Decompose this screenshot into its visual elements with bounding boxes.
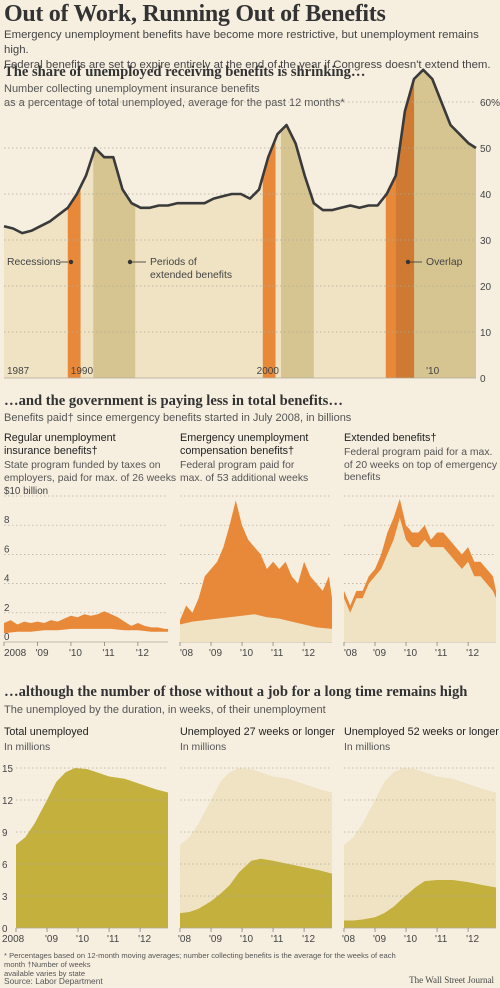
credit-line: The Wall Street Journal (409, 975, 494, 985)
unemployed-27wk-area (180, 858, 332, 928)
x-tick-label: '09 (35, 648, 48, 659)
x-tick-label: '10 (76, 934, 89, 945)
extended-benefits-title: Extended benefits† (344, 432, 437, 444)
legend-extended-dot (127, 259, 133, 265)
x-tick-label: '09 (373, 934, 386, 945)
legend-overlap-dot (405, 259, 411, 265)
x-tick-label: '10 (426, 366, 439, 377)
x-tick-label: '08 (178, 934, 191, 945)
y-tick-label: 6 (4, 544, 10, 555)
x-tick-label: '10 (69, 648, 82, 659)
x-tick-label: '08 (344, 648, 357, 659)
y-tick-label: 30 (480, 236, 492, 247)
y-tick-label: 9 (2, 828, 7, 839)
x-tick-label: '12 (302, 648, 315, 659)
unemployed-52wk-area (344, 880, 496, 928)
page-title: Out of Work, Running Out of Benefits (4, 1, 386, 27)
x-tick-label: '11 (271, 934, 284, 945)
x-tick-label: 2000 (257, 366, 280, 377)
x-tick-label: '11 (102, 648, 115, 659)
section1-subtitle: Number collecting unemployment insurance… (4, 83, 345, 109)
legend-extended-label-line2: extended benefits (150, 270, 232, 281)
x-tick-label: '10 (240, 648, 253, 659)
legend-recessions: Recessions (7, 257, 61, 268)
x-tick-label: '11 (435, 648, 448, 659)
x-tick-label: '10 (240, 934, 253, 945)
unemployed-27wk-desc: In millions (180, 742, 227, 753)
page-dek: Emergency unemployment benefits have bec… (4, 29, 491, 71)
duration-charts: 0 3 6 9 12 15 2008 '09 '10 '11 '12 '08 '09 '10 '11 '12 '… (2, 764, 496, 945)
extended-benefits-desc: Federal program paid for a max. of 20 we… (344, 447, 498, 484)
total-unemployed-desc: In millions (4, 742, 51, 753)
y-tick-label: 0 (4, 632, 10, 643)
y-tick-label: 12 (2, 796, 13, 807)
benefit-share-chart: 0 10 20 30 40 50 60% 1987 1990 2000 '10 Recessions P… (3, 68, 500, 385)
legend-extended-label-line1: Periods of (150, 257, 197, 268)
section3-subtitle: The unemployed by the duration, in weeks… (4, 704, 326, 716)
y-tick-label: 50 (480, 144, 492, 155)
x-tick-label: 2008 (4, 648, 27, 659)
x-tick-label: 1990 (71, 366, 94, 377)
total-unemployed-title: Total unemployed (4, 726, 89, 738)
y-tick-label: 10 (480, 328, 492, 339)
unemployed-52wk-desc: In millions (344, 742, 391, 753)
benefits-paid-charts: 0 2 4 6 8 $10 billion 2008 '09 '10 '11 '12 '08 '09 '1… (3, 486, 496, 659)
x-tick-label: 1987 (7, 366, 30, 377)
emergency-benefits-title: Emergency unemployment compensation bene… (180, 432, 309, 457)
regular-benefits-title: Regular unemployment insurance benefits† (4, 432, 116, 457)
x-tick-label: '11 (271, 648, 284, 659)
emergency-benefits-desc: Federal program paid for max. of 53 addi… (180, 460, 309, 484)
y-tick-label: 3 (2, 892, 8, 903)
x-tick-label: '09 (373, 648, 386, 659)
section3-heading: …although the number of those without a … (4, 684, 468, 700)
emergency-base-area (180, 614, 332, 642)
unemployed-52wk-title: Unemployed 52 weeks or longer (344, 726, 499, 738)
x-tick-label: '12 (138, 934, 151, 945)
share-line (3, 68, 477, 235)
y-tick-label: 0 (2, 924, 8, 935)
y-tick-label: 20 (480, 282, 492, 293)
x-tick-label: '12 (302, 934, 315, 945)
section1-heading: The share of unemployed receiving benefi… (4, 64, 366, 80)
x-tick-label: '12 (466, 934, 479, 945)
legend-overlap-label: Overlap (426, 257, 463, 268)
section2-subtitle: Benefits paid† since emergency benefits … (4, 412, 352, 424)
y-tick-label: $10 billion (4, 486, 48, 497)
regular-benefits-area (4, 611, 168, 634)
x-tick-label: '09 (45, 934, 58, 945)
x-tick-label: 2008 (2, 934, 25, 945)
y-tick-label: 40 (480, 190, 492, 201)
y-tick-label: 0 (480, 374, 486, 385)
y-tick-label: 15 (2, 764, 13, 775)
x-tick-label: '10 (404, 934, 417, 945)
emergency-benefits-area (180, 500, 332, 642)
x-tick-label: '10 (404, 648, 417, 659)
regular-benefits-desc: State program funded by taxes on employe… (4, 460, 177, 484)
y-tick-label: 4 (4, 574, 10, 585)
x-tick-label: '12 (136, 648, 149, 659)
x-tick-label: '08 (180, 648, 193, 659)
y-tick-label: 60% (480, 98, 500, 109)
unemployed-27wk-title: Unemployed 27 weeks or longer (180, 726, 335, 738)
y-tick-label: 2 (4, 603, 9, 614)
x-tick-label: '11 (435, 934, 448, 945)
x-tick-label: '08 (342, 934, 355, 945)
section2-heading: …and the government is paying less in to… (4, 393, 343, 409)
x-tick-label: '09 (209, 648, 222, 659)
source-line: Source: Labor Department (4, 976, 103, 986)
x-tick-label: '11 (107, 934, 120, 945)
x-tick-label: '12 (466, 648, 479, 659)
y-tick-label: 8 (4, 515, 10, 526)
footnote: * Percentages based on 12-month moving a… (4, 951, 396, 979)
extended-base-area (344, 517, 496, 642)
legend-recessions-dot (68, 259, 74, 265)
total-unemployed-area (16, 768, 168, 928)
y-tick-label: 6 (2, 860, 8, 871)
x-tick-label: '09 (209, 934, 222, 945)
